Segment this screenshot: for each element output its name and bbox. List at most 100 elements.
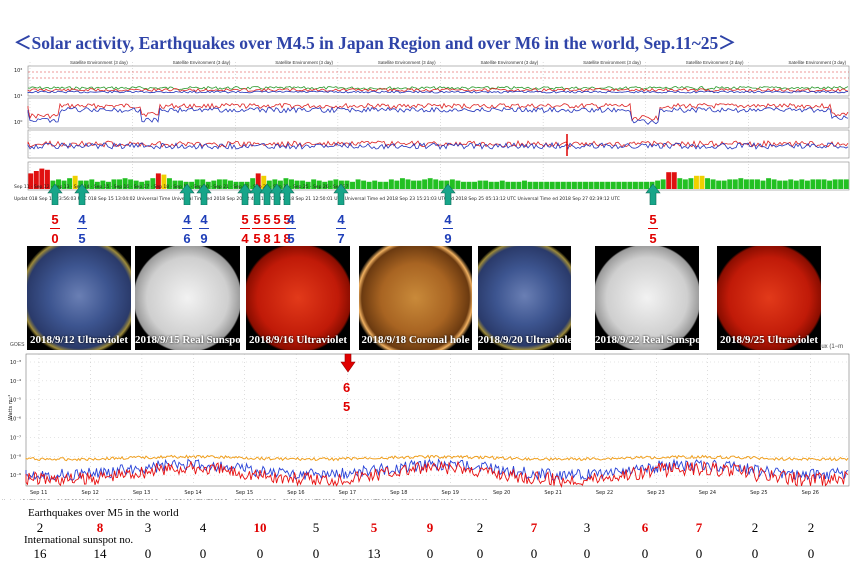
kp-bar xyxy=(216,179,222,189)
world-quake-count: 9 xyxy=(426,520,434,535)
sunspot-count: 13 xyxy=(367,546,381,561)
xray-xtick: Sep 16 xyxy=(287,490,304,496)
magnitude-separator xyxy=(443,228,453,229)
kp-bar xyxy=(549,181,555,189)
japan-quake-decimal: 8 xyxy=(263,231,271,246)
japan-quake-magnitude: 4 xyxy=(337,212,345,227)
kp-bar xyxy=(383,181,389,189)
kp-bar xyxy=(632,181,638,189)
xray-ytick: 10⁻⁴ xyxy=(10,379,21,385)
kp-bar xyxy=(533,181,539,189)
magnitude-separator xyxy=(77,228,87,229)
kp-bar xyxy=(411,180,417,189)
sunspot-count: 0 xyxy=(530,546,538,561)
sunspot-count: 0 xyxy=(641,546,649,561)
solar-image-caption: 2018/9/15 Real Sunspot xyxy=(135,334,240,346)
red-arrow xyxy=(340,353,356,373)
japan-quake-magnitude: 5 xyxy=(283,212,291,227)
xray-flux-plot: GOES lux (1−m 10⁻³ 10⁻⁴ 10⁻⁵ 10⁻⁶ 10⁻⁷ 10⁻⁸ 10⁻⁹… xyxy=(2,342,850,500)
world-quake-count: 10 xyxy=(253,520,267,535)
kp-bar xyxy=(821,179,827,189)
kp-bar xyxy=(372,180,378,189)
kp-bar xyxy=(377,181,383,189)
kp-bar xyxy=(743,179,749,189)
xray-xtick: Sep 17 xyxy=(339,490,356,496)
kp-bar xyxy=(455,180,461,189)
kp-bar xyxy=(311,179,317,189)
solar-image-caption: 2018/9/22 Real Sunspot xyxy=(595,334,699,346)
kp-bar xyxy=(699,175,705,189)
xray-trace-red xyxy=(25,460,849,489)
kp-bar xyxy=(660,179,666,189)
world-quake-magnitude: 6 xyxy=(343,380,350,395)
upper-header-label: Satellite Environment (3 day) xyxy=(173,60,231,65)
kp-bar xyxy=(705,178,711,189)
world-quake-count: 5 xyxy=(370,520,378,535)
kp-bar xyxy=(100,180,106,189)
solar-image-caption: 2018/9/12 Ultraviolet xyxy=(29,334,129,346)
kp-bar xyxy=(133,180,139,189)
kp-bar xyxy=(777,180,783,189)
kp-bar xyxy=(250,178,256,189)
kp-bar xyxy=(388,179,394,189)
solar-image-caption: 2018/9/25 Ultraviolet xyxy=(719,334,819,346)
upper-header-label: Satellite Environment (3 day) xyxy=(686,60,744,65)
japan-quake-decimal: 1 xyxy=(273,231,281,246)
kp-bar xyxy=(255,173,261,189)
japan-quake-magnitude: 5 xyxy=(649,212,657,227)
solar-image-2: 2018/9/15 Real Sunspot xyxy=(135,246,240,350)
xray-ytick: 10⁻⁵ xyxy=(10,398,21,404)
sunspot-count: 0 xyxy=(144,546,152,561)
japan-quake-magnitude: 4 xyxy=(287,212,295,227)
kp-bar xyxy=(538,181,544,189)
xray-ytick: 10⁻⁷ xyxy=(10,435,21,441)
kp-bar xyxy=(594,181,600,189)
kp-bar xyxy=(322,181,328,189)
kp-bar xyxy=(666,172,672,189)
kp-bar xyxy=(28,173,34,189)
kp-bar xyxy=(477,180,483,189)
kp-bar xyxy=(827,180,833,189)
upper-date-row: Sep 11 · Sep 12 · Sep 13 · Sep 14 · Sep … xyxy=(14,184,349,190)
japan-quake-decimal: 6 xyxy=(183,231,191,246)
xray-xtick: Sep 22 xyxy=(596,490,613,496)
kp-bar xyxy=(294,180,300,189)
japan-quake-decimal: 5 xyxy=(78,231,86,246)
solar-image-3: 2018/9/16 Ultraviolet xyxy=(246,246,350,350)
kp-bar xyxy=(466,181,472,189)
xray-ytick: 10⁻³ xyxy=(10,360,21,366)
japan-quake-magnitude: 4 xyxy=(444,212,452,227)
upper-header-label: Satellite Environment (3 day) xyxy=(70,60,128,65)
kp-bar xyxy=(499,180,505,189)
kp-bar xyxy=(189,181,195,189)
upper-ytick: 10⁰ xyxy=(14,120,22,126)
kp-bar xyxy=(527,181,533,189)
japan-quake-decimal: 5 xyxy=(649,231,657,246)
green-arrow xyxy=(179,183,195,205)
kp-bar xyxy=(422,179,428,189)
kp-bar xyxy=(522,180,527,189)
kp-bar xyxy=(655,180,661,189)
kp-bar xyxy=(67,178,73,189)
kp-bar xyxy=(277,180,283,189)
solar-image-caption: 2018/9/20 Ultraviolet xyxy=(478,334,571,346)
sunspot-count: 0 xyxy=(312,546,320,561)
green-arrow xyxy=(333,183,349,205)
xray-footer: Updated 2 UTC 018 Sep 14 23:36:12 018 Se… xyxy=(2,499,488,500)
kp-bar xyxy=(788,179,794,189)
kp-bar xyxy=(122,178,128,189)
kp-bar xyxy=(78,180,84,189)
solar-image-5: 2018/9/20 Ultraviolet xyxy=(478,246,571,350)
magnetometer-trace-blue xyxy=(27,141,849,150)
kp-bar xyxy=(283,178,289,189)
world-quake-count: 7 xyxy=(695,520,703,535)
upper-header-label: Satellite Environment (3 day) xyxy=(275,60,333,65)
kp-bar xyxy=(782,180,788,189)
kp-bar xyxy=(577,181,583,189)
sunspot-count: 0 xyxy=(583,546,591,561)
kp-bar xyxy=(472,181,478,189)
kp-bar xyxy=(721,180,727,189)
kp-bar xyxy=(161,174,167,189)
electron-trace-blue xyxy=(27,106,849,125)
world-quake-count: 5 xyxy=(312,520,320,535)
